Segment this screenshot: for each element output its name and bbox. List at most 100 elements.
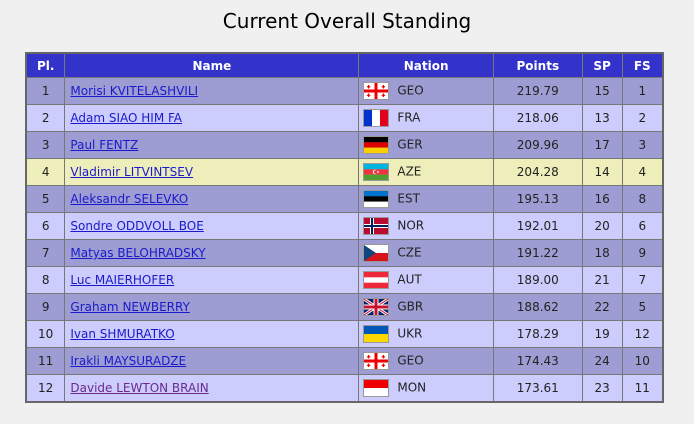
points-cell: 178.29 [492,320,583,348]
standing-row: 4 Vladimir LITVINTSEV AZE 204.28 14 4 [25,158,664,186]
place-cell: 1 [25,77,66,105]
fs-cell: 1 [621,77,664,105]
points-cell: 174.43 [492,347,583,375]
fs-cell: 9 [621,239,664,267]
nation-code: GER [397,137,423,152]
name-cell: Sondre ODDVOLL BOE [64,212,360,240]
sp-cell: 23 [581,374,623,403]
name-cell: Adam SIAO HIM FA [64,104,360,132]
fs-cell: 3 [621,131,664,159]
nation-cell: GBR [358,293,494,321]
nation-code: NOR [397,218,425,233]
points-cell: 192.01 [492,212,583,240]
flag [363,352,390,370]
name-cell: Aleksandr SELEVKO [64,185,360,213]
nation-code: CZE [397,245,422,260]
name-cell: Morisi KVITELASHVILI [64,77,360,105]
flag [363,244,390,262]
nation-cell: FRA [358,104,494,132]
nation-cell: AZE [358,158,494,186]
place-cell: 9 [25,293,66,321]
skater-link[interactable]: Davide LEWTON BRAIN [70,381,209,395]
standing-row: 11 Irakli MAYSURADZE GEO 174.43 24 10 [25,347,664,375]
flag [363,136,390,154]
header: Points [492,52,583,78]
place-cell: 11 [25,347,66,375]
standing-row: 1 Morisi KVITELASHVILI GEO 219.79 15 1 [25,77,664,105]
fs-cell: 6 [621,212,664,240]
header-row: Pl. Name Nation Points SP FS [25,52,664,78]
standing-row: 12 Davide LEWTON BRAIN MON 173.61 23 11 [25,374,664,403]
skater-link[interactable]: Sondre ODDVOLL BOE [70,219,204,233]
nation-cell: UKR [358,320,494,348]
skater-link[interactable]: Aleksandr SELEVKO [70,192,189,206]
nation-cell: CZE [358,239,494,267]
nation-cell: NOR [358,212,494,240]
nation-code: AZE [397,164,422,179]
sp-cell: 14 [581,158,623,186]
sp-cell: 17 [581,131,623,159]
nation-code: GEO [397,353,424,368]
fs-cell: 8 [621,185,664,213]
place-cell: 3 [25,131,66,159]
name-cell: Ivan SHMURATKO [64,320,360,348]
skater-link[interactable]: Irakli MAYSURADZE [70,354,187,368]
nation-cell: GER [358,131,494,159]
points-cell: 195.13 [492,185,583,213]
flag [363,297,390,317]
flag [363,163,390,181]
points-cell: 173.61 [492,374,583,403]
flag [363,379,390,397]
nation-cell: GEO [358,347,494,375]
standing-row: 3 Paul FENTZ GER 209.96 17 3 [25,131,664,159]
skater-link[interactable]: Ivan SHMURATKO [70,327,175,341]
flag [363,109,390,127]
skater-link[interactable]: Adam SIAO HIM FA [70,111,183,125]
nation-code: MON [397,380,427,395]
flag [363,190,390,208]
nation-code: UKR [397,326,423,341]
sp-cell: 24 [581,347,623,375]
nation-cell: MON [358,374,494,403]
fs-cell: 4 [621,158,664,186]
points-cell: 218.06 [492,104,583,132]
fs-cell: 12 [621,320,664,348]
place-cell: 4 [25,158,66,186]
standings-table: Pl. Name Nation Points SP FS 1 Morisi KVI… [25,52,664,403]
points-cell: 191.22 [492,239,583,267]
name-cell: Luc MAIERHOFER [64,266,360,294]
place-cell: 10 [25,320,66,348]
place-cell: 12 [25,374,66,403]
skater-link[interactable]: Luc MAIERHOFER [70,273,175,287]
nation-code: AUT [397,272,422,287]
sp-cell: 13 [581,104,623,132]
sp-cell: 21 [581,266,623,294]
sp-cell: 20 [581,212,623,240]
standing-row: 9 Graham NEWBERRY GBR 188.62 22 5 [25,293,664,321]
standing-row: 8 Luc MAIERHOFER AUT 189.00 21 7 [25,266,664,294]
name-cell: Paul FENTZ [64,131,360,159]
title: Current Overall Standing [222,9,472,33]
standing-row: 2 Adam SIAO HIM FA FRA 218.06 13 2 [25,104,664,132]
skater-link[interactable]: Vladimir LITVINTSEV [70,165,194,179]
points-cell: 209.96 [492,131,583,159]
place-cell: 2 [25,104,66,132]
skater-link[interactable]: Paul FENTZ [70,138,139,152]
skater-link[interactable]: Graham NEWBERRY [70,300,190,314]
name-cell: Graham NEWBERRY [64,293,360,321]
standing-row: 5 Aleksandr SELEVKO EST 195.13 16 8 [25,185,664,213]
skater-link[interactable]: Matyas BELOHRADSKY [70,246,206,260]
place-cell: 7 [25,239,66,267]
name-cell: Matyas BELOHRADSKY [64,239,360,267]
standing-row: 6 Sondre ODDVOLL BOE NOR 192.01 20 6 [25,212,664,240]
header: SP [581,52,623,78]
name-cell: Davide LEWTON BRAIN [64,374,360,403]
nation-code: FRA [397,110,421,125]
fs-cell: 10 [621,347,664,375]
fs-cell: 5 [621,293,664,321]
nation-cell: AUT [358,266,494,294]
nation-code: EST [397,191,420,206]
skater-link[interactable]: Morisi KVITELASHVILI [70,84,199,98]
name-cell: Irakli MAYSURADZE [64,347,360,375]
